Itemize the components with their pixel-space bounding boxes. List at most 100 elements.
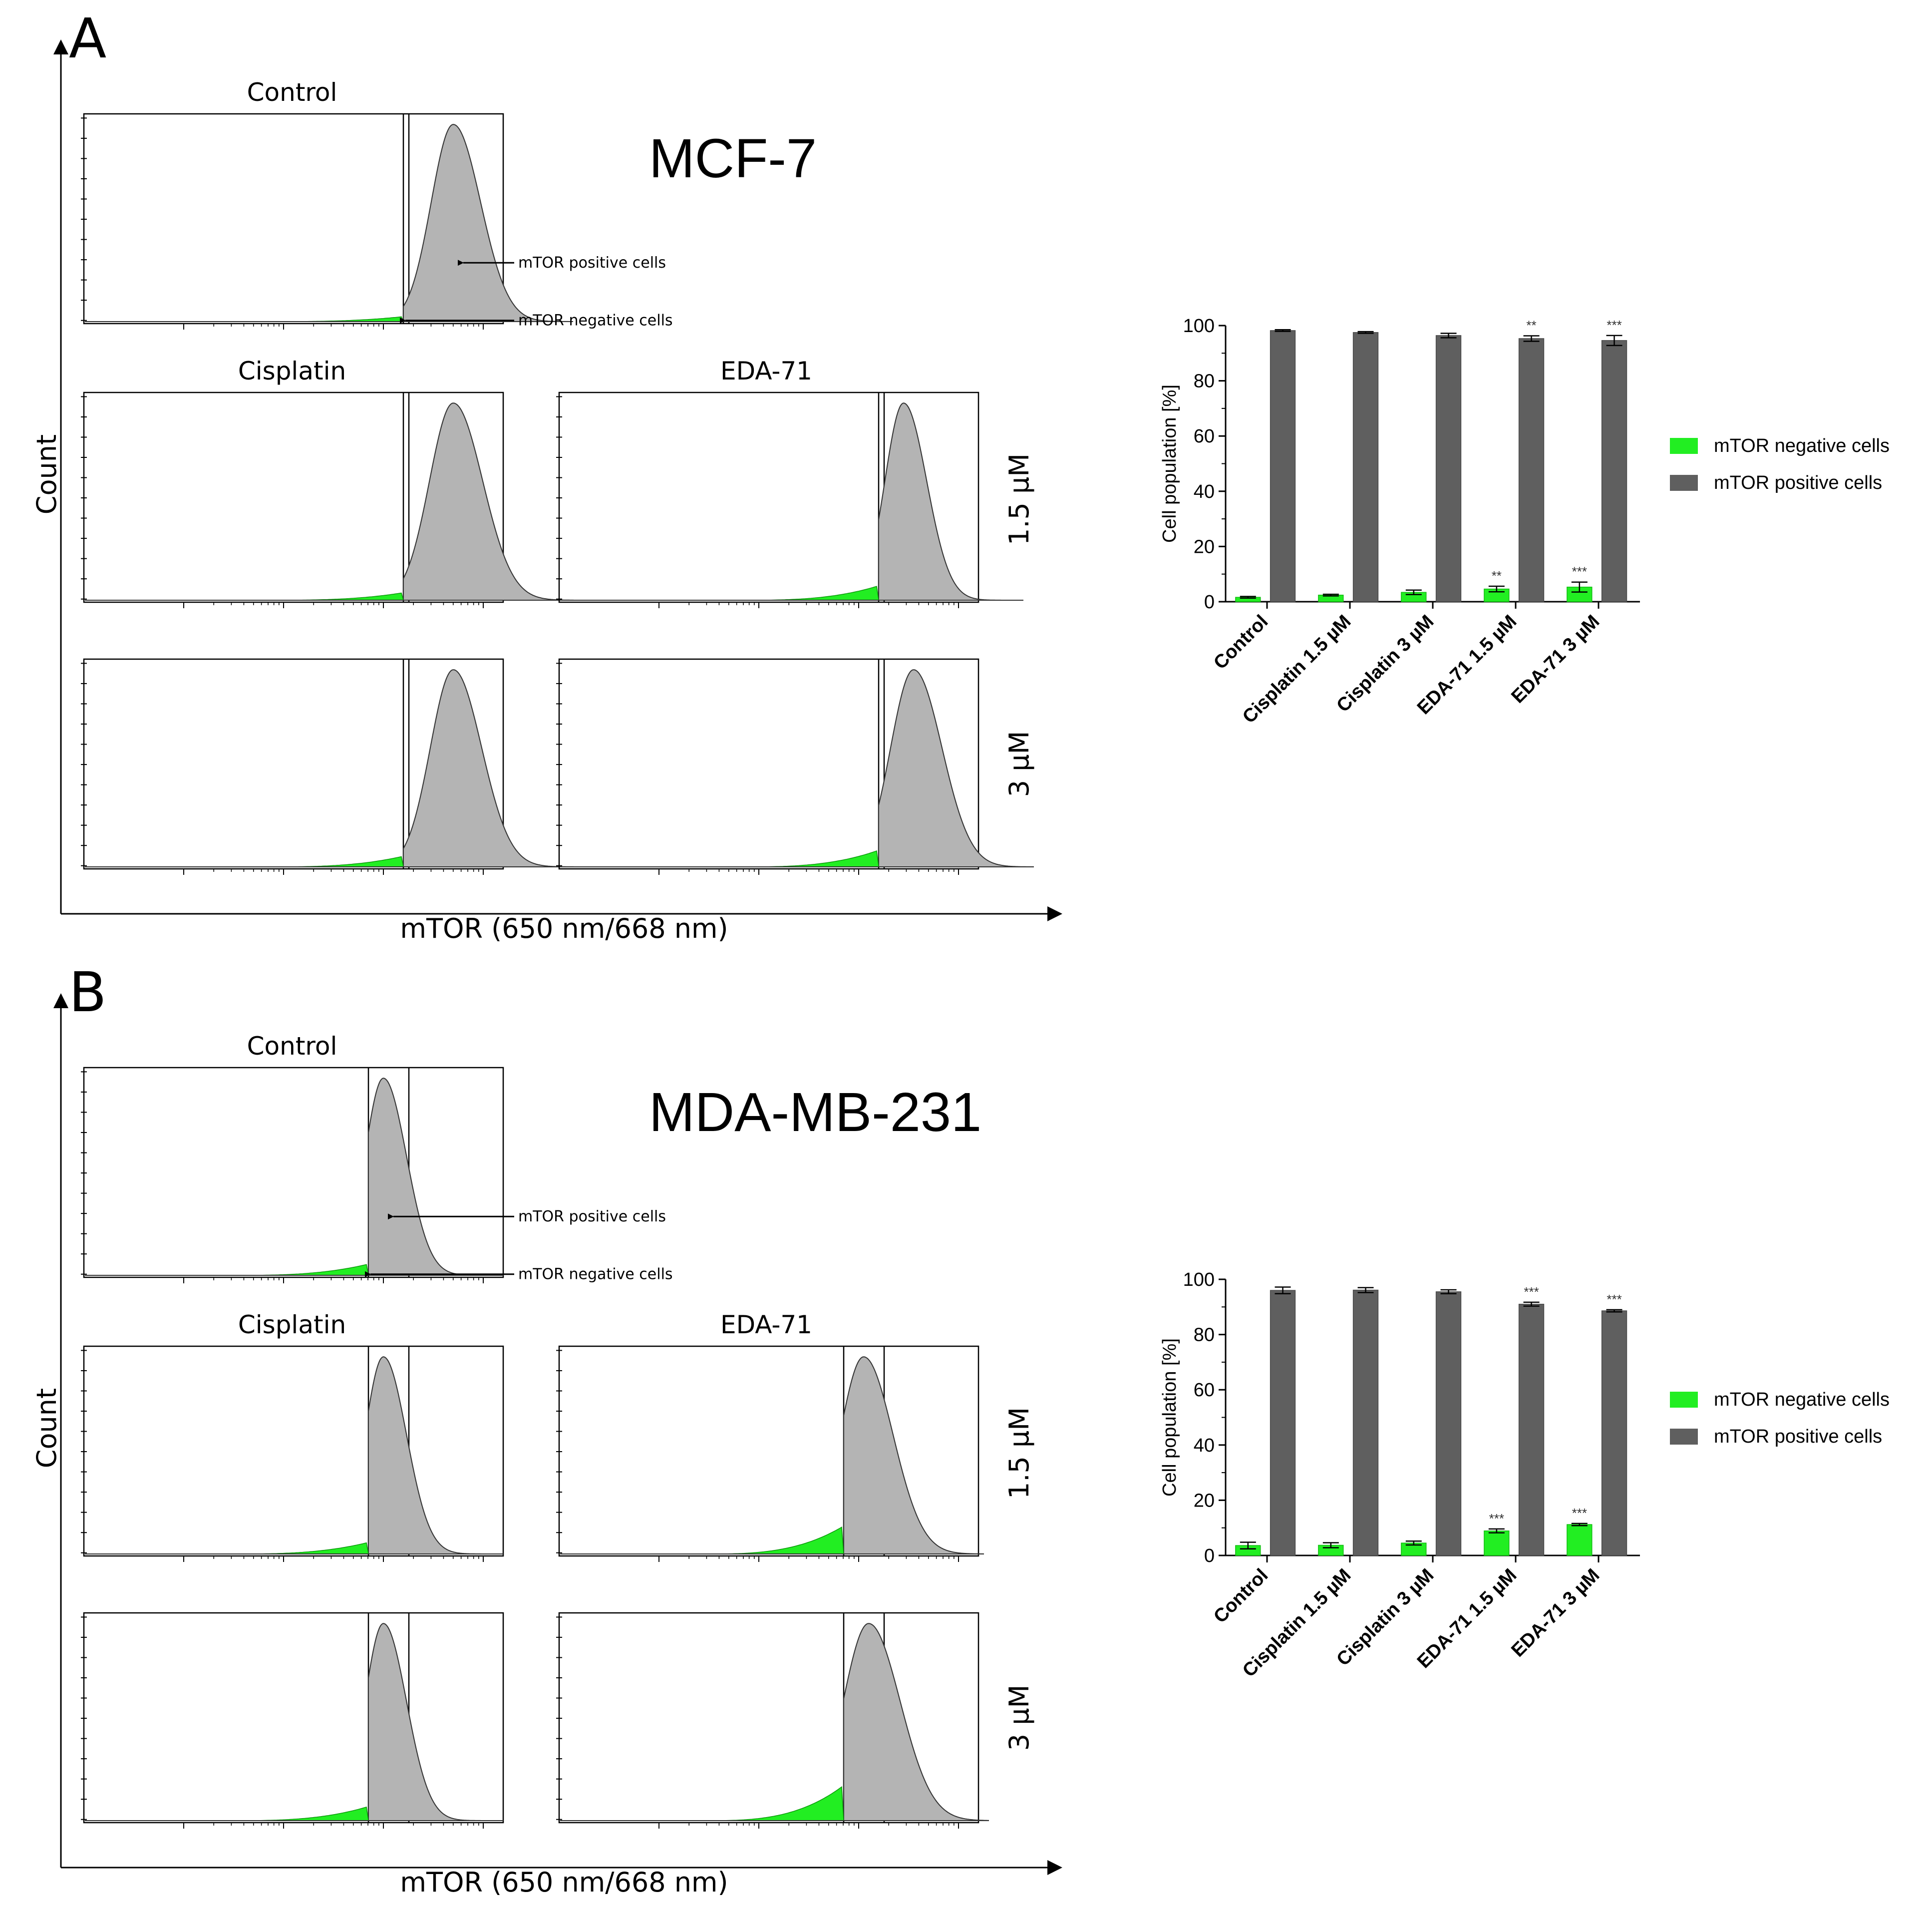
y-axis-label: Cell population [%] xyxy=(1159,384,1180,543)
negative-population xyxy=(264,592,404,601)
column-title-eda71: EDA-71 xyxy=(720,1310,812,1339)
y-axis-title: Count xyxy=(31,434,62,514)
negative-population xyxy=(739,586,879,601)
y-tick-label: 80 xyxy=(1194,371,1215,392)
histogram-frame xyxy=(83,113,504,325)
y-tick-label: 40 xyxy=(1194,481,1215,502)
column-title-cisplatin: Cisplatin xyxy=(238,357,346,385)
negative-population xyxy=(264,856,404,867)
positive-population xyxy=(403,124,573,322)
y-tick-label: 100 xyxy=(1183,316,1215,337)
histogram-frame xyxy=(83,1067,504,1278)
panel-label: B xyxy=(69,960,106,1024)
legend-swatch xyxy=(1670,475,1698,491)
significance-label: *** xyxy=(1607,1292,1621,1307)
row-label-3-um: 3 µM xyxy=(1003,731,1035,797)
bar xyxy=(1352,332,1379,602)
row-label-1-5-um: 1.5 µM xyxy=(1003,1407,1035,1499)
histogram-frame xyxy=(558,391,979,603)
bar xyxy=(1435,335,1462,602)
histogram-control: mTOR positive cells mTOR negative cells xyxy=(81,113,673,330)
significance-label: *** xyxy=(1489,1511,1504,1526)
histogram-frame xyxy=(83,1612,504,1824)
y-tick-label: 80 xyxy=(1194,1325,1215,1346)
negative-population xyxy=(264,316,404,322)
negative-population xyxy=(229,1542,369,1554)
bar xyxy=(1567,586,1593,602)
negative-population xyxy=(739,850,879,867)
annotation-negative: mTOR negative cells xyxy=(518,312,673,330)
y-tick-label: 20 xyxy=(1194,1490,1215,1511)
histogram-eda-71-1-5-m xyxy=(556,1345,984,1562)
bar xyxy=(1270,330,1296,602)
bar xyxy=(1601,1310,1627,1556)
legend-swatch xyxy=(1670,1392,1698,1408)
y-axis-title: Count xyxy=(31,1388,62,1468)
x-axis-title: mTOR (650 nm/668 nm) xyxy=(400,913,728,944)
bar xyxy=(1601,340,1627,602)
positive-population xyxy=(403,669,574,867)
histogram-frame xyxy=(558,658,979,870)
column-title-eda71: EDA-71 xyxy=(720,357,812,385)
category-label: Control xyxy=(1210,1565,1272,1627)
histogram-cisplatin-1-5-m xyxy=(81,391,574,608)
x-axis-title: mTOR (650 nm/668 nm) xyxy=(400,1867,728,1898)
histogram-eda-71-1-5-m xyxy=(556,391,1023,608)
histogram-eda-71-3-m xyxy=(556,1612,989,1829)
histogram-cisplatin-3-m xyxy=(81,658,574,875)
significance-label: ** xyxy=(1492,568,1502,583)
cell-line-title: MCF-7 xyxy=(649,128,817,189)
positive-population xyxy=(843,1356,984,1554)
negative-population xyxy=(229,1806,369,1821)
positive-population xyxy=(878,669,1034,867)
y-axis-label: Cell population [%] xyxy=(1159,1338,1180,1497)
positive-population xyxy=(368,1078,503,1276)
cell-line-title: MDA-MB-231 xyxy=(649,1082,981,1143)
row-label-1-5-um: 1.5 µM xyxy=(1003,453,1035,545)
histogram-cisplatin-1-5-m xyxy=(81,1345,504,1562)
panel-label: A xyxy=(69,6,106,70)
bar xyxy=(1352,1289,1379,1556)
legend-label: mTOR positive cells xyxy=(1714,472,1882,493)
annotation-negative: mTOR negative cells xyxy=(518,1266,673,1283)
legend-swatch xyxy=(1670,1429,1698,1445)
legend-label: mTOR negative cells xyxy=(1714,1389,1890,1410)
significance-label: *** xyxy=(1524,1284,1539,1299)
significance-label: *** xyxy=(1607,318,1621,333)
positive-population xyxy=(368,1356,503,1554)
negative-population xyxy=(704,1526,844,1554)
positive-population xyxy=(368,1623,503,1821)
row-label-3-um: 3 µM xyxy=(1003,1685,1035,1751)
histogram-control: mTOR positive cells mTOR negative cells xyxy=(81,1067,673,1283)
positive-population xyxy=(878,402,1023,601)
legend-label: mTOR positive cells xyxy=(1714,1426,1882,1447)
legend-swatch xyxy=(1670,438,1698,454)
bar xyxy=(1484,1530,1510,1556)
category-label: Control xyxy=(1210,611,1272,674)
bar xyxy=(1270,1290,1296,1556)
positive-population xyxy=(403,402,574,601)
annotation-positive: mTOR positive cells xyxy=(518,254,666,272)
column-title-cisplatin: Cisplatin xyxy=(238,1310,346,1339)
histogram-frame xyxy=(83,658,504,870)
significance-label: *** xyxy=(1572,1506,1587,1521)
y-tick-label: 60 xyxy=(1194,426,1215,447)
bar xyxy=(1518,1304,1545,1556)
histogram-frame xyxy=(558,1345,979,1557)
category-label: EDA-71 3 µM xyxy=(1507,1565,1604,1661)
category-label: EDA-71 3 µM xyxy=(1507,611,1604,708)
y-tick-label: 0 xyxy=(1204,592,1215,613)
histogram-cisplatin-3-m xyxy=(81,1612,504,1829)
column-title-control: Control xyxy=(247,78,337,107)
y-tick-label: 0 xyxy=(1204,1545,1215,1566)
histogram-frame xyxy=(83,1345,504,1557)
negative-population xyxy=(229,1264,369,1276)
histogram-frame xyxy=(558,1612,979,1824)
bar xyxy=(1435,1291,1462,1556)
negative-population xyxy=(704,1786,844,1821)
annotation-positive: mTOR positive cells xyxy=(518,1208,666,1225)
y-tick-label: 60 xyxy=(1194,1380,1215,1401)
